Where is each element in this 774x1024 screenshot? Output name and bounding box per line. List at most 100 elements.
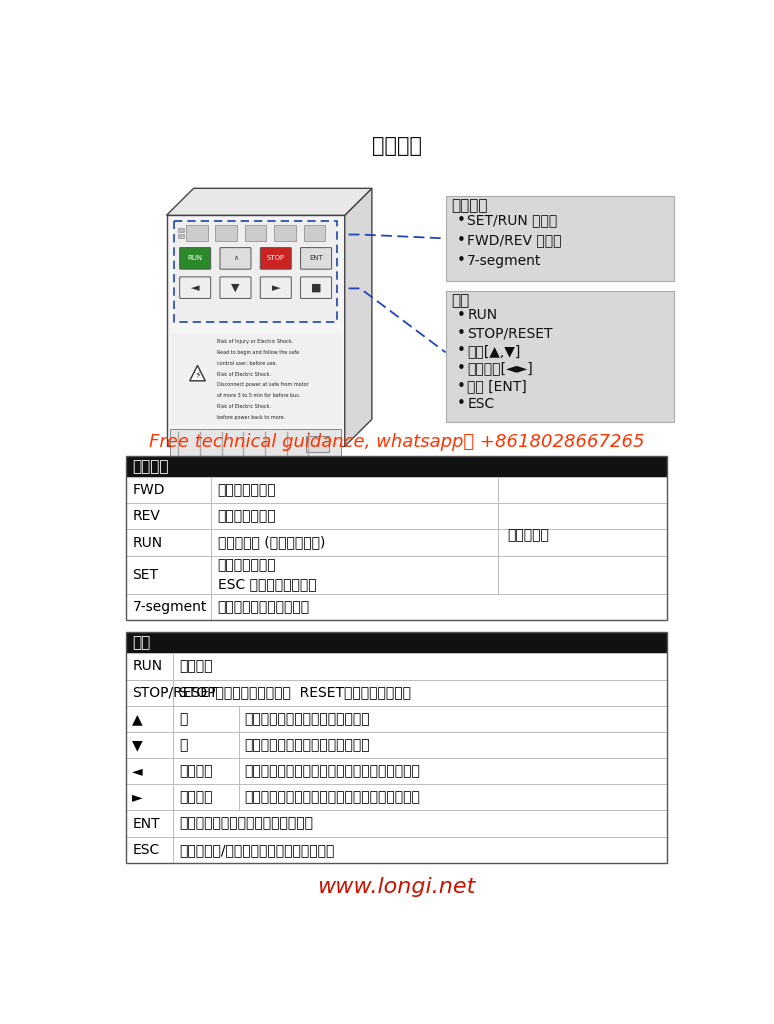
Text: 参数组间跳转或设定参数时向左移动光标时使用: 参数组间跳转或设定参数时向左移动光标时使用 [245, 764, 420, 778]
Bar [126, 503, 667, 529]
Text: 故障时闪烁: 故障时闪烁 [508, 528, 550, 543]
Bar [126, 632, 667, 863]
Text: FWD/REV 指示灯: FWD/REV 指示灯 [467, 233, 562, 248]
Text: 7-segment: 7-segment [132, 600, 207, 614]
Text: •: • [457, 233, 466, 248]
Text: ▼: ▼ [231, 283, 240, 293]
Bar [170, 429, 341, 460]
Text: Free technical guidance, whatsapp： +8618028667265: Free technical guidance, whatsapp： +8618… [149, 433, 645, 452]
Text: RUN: RUN [132, 659, 163, 674]
Bar [126, 477, 667, 503]
Text: 正向运行时亮灯: 正向运行时亮灯 [217, 483, 276, 498]
Bar [274, 225, 296, 241]
Text: 下: 下 [179, 738, 187, 752]
Polygon shape [344, 188, 372, 446]
FancyBboxPatch shape [260, 248, 291, 269]
Bar [126, 810, 667, 837]
Text: 显示部分: 显示部分 [132, 459, 169, 474]
Text: ENT: ENT [132, 816, 160, 830]
Text: ▲: ▲ [132, 712, 143, 726]
Text: Read to begin and follow the safe: Read to begin and follow the safe [217, 350, 299, 355]
Bar [126, 653, 667, 680]
Text: ◄: ◄ [132, 764, 143, 778]
Bar [446, 196, 674, 281]
Text: STOP/RESET: STOP/RESET [132, 686, 218, 699]
Text: STOP/RESET: STOP/RESET [467, 326, 553, 340]
Text: ∧: ∧ [233, 255, 238, 261]
Text: •: • [457, 396, 466, 412]
Text: before power back to more.: before power back to more. [217, 415, 285, 420]
Text: 运行指令: 运行指令 [179, 659, 212, 674]
Text: 参数组间跳转或设定参数时向右移动光标时使用: 参数组间跳转或设定参数时向右移动光标时使用 [245, 791, 420, 805]
Bar [126, 456, 667, 621]
Text: ▼: ▼ [132, 738, 143, 752]
Polygon shape [166, 188, 372, 215]
Bar [170, 333, 341, 426]
Bar [126, 732, 667, 758]
Text: FWD: FWD [132, 483, 165, 498]
Text: Disconnect power at safe from motor: Disconnect power at safe from motor [217, 382, 309, 387]
Bar [215, 225, 237, 241]
Bar [126, 837, 667, 863]
FancyBboxPatch shape [220, 276, 251, 298]
Text: 7-segment: 7-segment [467, 254, 542, 267]
Text: 翻转代码或增加参数设定值时使用: 翻转代码或增加参数设定值时使用 [245, 712, 371, 726]
Text: 设置参数时亮灯: 设置参数时亮灯 [217, 559, 276, 572]
Text: SET: SET [132, 568, 159, 582]
Text: 上: 上 [179, 712, 187, 726]
Text: STOP：运行时停止指令，  RESET：故障时复位指令: STOP：运行时停止指令， RESET：故障时复位指令 [179, 686, 411, 699]
Text: ■: ■ [311, 283, 321, 293]
Text: 变更参数值或储存已变更参数时使用: 变更参数值或储存已变更参数时使用 [179, 816, 313, 830]
Bar [303, 225, 325, 241]
Text: 显示部分: 显示部分 [452, 199, 488, 214]
Text: •: • [457, 213, 466, 228]
Text: 按键: 按键 [452, 293, 470, 308]
Polygon shape [190, 366, 205, 381]
Text: •: • [457, 253, 466, 268]
Text: Risk of Electric Shock.: Risk of Electric Shock. [217, 403, 271, 409]
Text: ◄: ◄ [191, 283, 200, 293]
Text: 显示运行状态机参数信息: 显示运行状态机参数信息 [217, 600, 310, 614]
Text: 运行时亮灯 (加减速时闪烁): 运行时亮灯 (加减速时闪烁) [217, 536, 325, 550]
Bar [126, 556, 667, 594]
Bar [126, 456, 667, 477]
Text: Risk of Injury or Electric Shock.: Risk of Injury or Electric Shock. [217, 339, 293, 344]
Bar [174, 221, 337, 322]
Bar [126, 758, 667, 784]
Text: ESC: ESC [467, 397, 495, 411]
Text: ENT: ENT [309, 255, 323, 261]
FancyBboxPatch shape [220, 248, 251, 269]
Text: control user, before use.: control user, before use. [217, 360, 277, 366]
FancyBboxPatch shape [180, 276, 211, 298]
Text: 翻转代码或减少参数设定值时使用: 翻转代码或减少参数设定值时使用 [245, 738, 371, 752]
Text: SET/RUN 指示灯: SET/RUN 指示灯 [467, 214, 557, 227]
FancyBboxPatch shape [300, 248, 331, 269]
Polygon shape [166, 215, 344, 446]
Bar [186, 225, 207, 241]
Text: 点动或远程/本地转换键，取消编辑时使用: 点动或远程/本地转换键，取消编辑时使用 [179, 843, 334, 857]
Text: ►: ► [132, 791, 143, 805]
Text: 增减[▲,▼]: 增减[▲,▼] [467, 344, 521, 357]
Bar [306, 435, 329, 453]
Text: of more 3 to 5 min for before bus.: of more 3 to 5 min for before bus. [217, 393, 300, 398]
Bar [126, 784, 667, 810]
Text: Risk of Electric Shock.: Risk of Electric Shock. [217, 372, 271, 377]
Bar [126, 594, 667, 621]
Text: 向右移动: 向右移动 [179, 791, 212, 805]
Text: •: • [457, 379, 466, 393]
Text: ⚡: ⚡ [194, 370, 201, 380]
Text: •: • [457, 308, 466, 323]
Text: 面板组成: 面板组成 [372, 136, 422, 156]
Text: ESC: ESC [132, 843, 159, 857]
Text: REV: REV [132, 509, 160, 523]
Bar [245, 225, 266, 241]
Text: STOP: STOP [267, 255, 285, 261]
Text: RUN: RUN [187, 255, 203, 261]
Text: ESC 键为多用键时闪烁: ESC 键为多用键时闪烁 [217, 578, 317, 591]
FancyBboxPatch shape [300, 276, 331, 298]
Bar [126, 529, 667, 556]
Bar [126, 706, 667, 732]
Text: •: • [457, 361, 466, 376]
FancyBboxPatch shape [260, 276, 291, 298]
Text: 向左移动: 向左移动 [179, 764, 212, 778]
